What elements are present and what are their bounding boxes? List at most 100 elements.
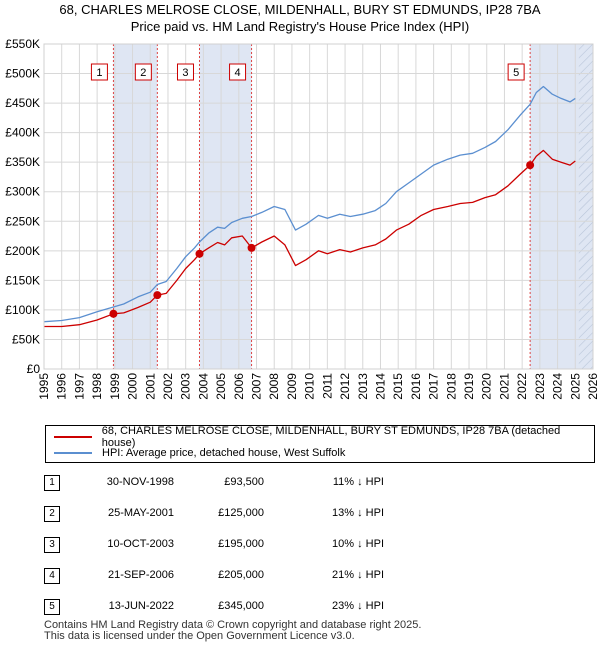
transaction-row: 5 13-JUN-2022 £345,000 23% ↓ HPI <box>44 596 564 616</box>
transaction-price: £93,500 <box>224 476 264 488</box>
x-tick-label: 1999 <box>108 373 122 400</box>
x-tick-label: 1998 <box>90 373 104 400</box>
chart-title: 68, CHARLES MELROSE CLOSE, MILDENHALL, B… <box>59 2 541 17</box>
transaction-date: 13-JUN-2022 <box>108 600 174 612</box>
plot-frame <box>43 43 594 370</box>
y-tick-label: £400K <box>5 126 40 140</box>
x-tick-label: 2022 <box>515 373 529 400</box>
y-axis-ticks: £0 £50K £100K £150K £200K £250K £300K £350K £400… <box>5 37 40 376</box>
legend-swatch-hpi <box>54 452 92 454</box>
sale-point <box>247 243 256 252</box>
sale-label-box <box>90 63 108 81</box>
sale-label-number: 4 <box>234 67 240 79</box>
x-tick-label: 2012 <box>338 373 352 400</box>
transaction-hpi: 13% ↓ HPI <box>332 507 384 519</box>
x-tick-label: 2005 <box>214 373 228 400</box>
transaction-row: 1 30-NOV-1998 £93,500 11% ↓ HPI <box>44 472 564 492</box>
x-tick-label: 2024 <box>551 373 565 400</box>
sale-point <box>195 249 204 258</box>
x-tick-label: 2002 <box>161 373 175 400</box>
x-tick-label: 2021 <box>497 373 511 400</box>
legend-item-hpi: HPI: Average price, detached house, West… <box>54 446 345 460</box>
sale-point <box>526 161 535 170</box>
x-tick-label: 2019 <box>462 373 476 400</box>
x-tick-label: 2008 <box>267 373 281 400</box>
x-tick-label: 2020 <box>480 373 494 400</box>
sale-labels: 1 2 3 4 5 <box>90 63 525 81</box>
x-tick-label: 2001 <box>143 373 157 400</box>
sale-label-box <box>176 63 194 81</box>
transaction-date: 30-NOV-1998 <box>106 476 174 488</box>
x-tick-label: 2023 <box>533 373 547 400</box>
transaction-number: 5 <box>44 599 60 615</box>
transaction-date: 25-MAY-2001 <box>107 507 174 519</box>
y-tick-label: £550K <box>5 37 40 51</box>
y-tick-label: £250K <box>5 214 40 228</box>
x-tick-label: 2013 <box>356 373 370 400</box>
x-tick-label: 2003 <box>179 373 193 400</box>
legend-item-property: 68, CHARLES MELROSE CLOSE, MILDENHALL, B… <box>54 425 594 449</box>
x-tick-label: 2018 <box>444 373 458 400</box>
transaction-price: £195,000 <box>218 538 264 550</box>
x-tick-label: 2010 <box>303 373 317 400</box>
transaction-row: 4 21-SEP-2006 £205,000 21% ↓ HPI <box>44 565 564 585</box>
x-tick-label: 2009 <box>285 373 299 400</box>
sale-points <box>109 161 535 318</box>
x-tick-label: 2026 <box>586 373 600 400</box>
transaction-hpi: 21% ↓ HPI <box>332 569 384 581</box>
transaction-price: £345,000 <box>218 600 264 612</box>
transaction-row: 2 25-MAY-2001 £125,000 13% ↓ HPI <box>44 503 564 523</box>
legend-label-hpi: HPI: Average price, detached house, West… <box>102 447 346 459</box>
y-tick-label: £50K <box>12 332 40 346</box>
transaction-hpi: 10% ↓ HPI <box>332 538 384 550</box>
sale-label-box <box>507 63 525 81</box>
grid-lines <box>43 43 594 370</box>
transaction-date: 10-OCT-2003 <box>107 538 174 550</box>
legend-swatch-property <box>54 436 92 438</box>
x-tick-label: 1997 <box>72 373 86 400</box>
x-tick-label: 2015 <box>391 373 405 400</box>
footer-copyright: Contains HM Land Registry data © Crown c… <box>44 619 422 631</box>
y-tick-label: £150K <box>5 273 40 287</box>
x-tick-label: 2017 <box>427 373 441 400</box>
transaction-row: 3 10-OCT-2003 £195,000 10% ↓ HPI <box>44 534 564 554</box>
x-tick-label: 2000 <box>126 373 140 400</box>
x-tick-label: 1995 <box>37 373 51 400</box>
y-tick-label: £450K <box>5 96 40 110</box>
price-chart: 1 2 3 4 5 £0 £50K £100K £150K £200K £250K £300K £35… <box>5 37 600 400</box>
sale-label-box <box>229 63 247 81</box>
transaction-number: 1 <box>44 475 60 491</box>
sale-label-box <box>134 63 152 81</box>
sale-point <box>109 309 118 318</box>
sale-label-number: 1 <box>96 67 102 79</box>
transaction-hpi: 11% ↓ HPI <box>332 476 384 488</box>
x-tick-label: 2016 <box>409 373 423 400</box>
transaction-price: £125,000 <box>218 507 264 519</box>
y-tick-label: £100K <box>5 303 40 317</box>
sale-label-number: 2 <box>140 67 146 79</box>
sale-label-number: 3 <box>182 67 188 79</box>
legend-label-property: 68, CHARLES MELROSE CLOSE, MILDENHALL, B… <box>101 425 561 449</box>
forecast-hatch <box>578 44 593 369</box>
legend: 68, CHARLES MELROSE CLOSE, MILDENHALL, B… <box>45 425 595 463</box>
sale-label-number: 5 <box>513 67 519 79</box>
y-tick-label: £300K <box>5 185 40 199</box>
transaction-number: 3 <box>44 537 60 553</box>
x-tick-label: 2004 <box>196 373 210 400</box>
chart-subtitle: Price paid vs. HM Land Registry's House … <box>130 19 470 34</box>
x-tick-label: 2014 <box>373 373 387 400</box>
y-tick-label: £0 <box>27 362 41 376</box>
transaction-hpi: 23% ↓ HPI <box>332 600 384 612</box>
x-tick-label: 2006 <box>232 373 246 400</box>
transaction-number: 2 <box>44 506 60 522</box>
sale-point <box>153 291 162 300</box>
x-tick-label: 2007 <box>250 373 264 400</box>
x-tick-label: 2011 <box>320 373 334 399</box>
shaded-span <box>199 44 252 369</box>
hpi-line <box>44 85 576 323</box>
x-tick-label: 2025 <box>568 373 582 400</box>
footer-license: This data is licensed under the Open Gov… <box>44 630 355 642</box>
y-tick-label: £500K <box>5 67 40 81</box>
transaction-price: £205,000 <box>218 569 264 581</box>
x-axis-ticks: 1995 1996 1997 1998 1999 2000 2001 2002 2003 2004… <box>37 373 600 400</box>
